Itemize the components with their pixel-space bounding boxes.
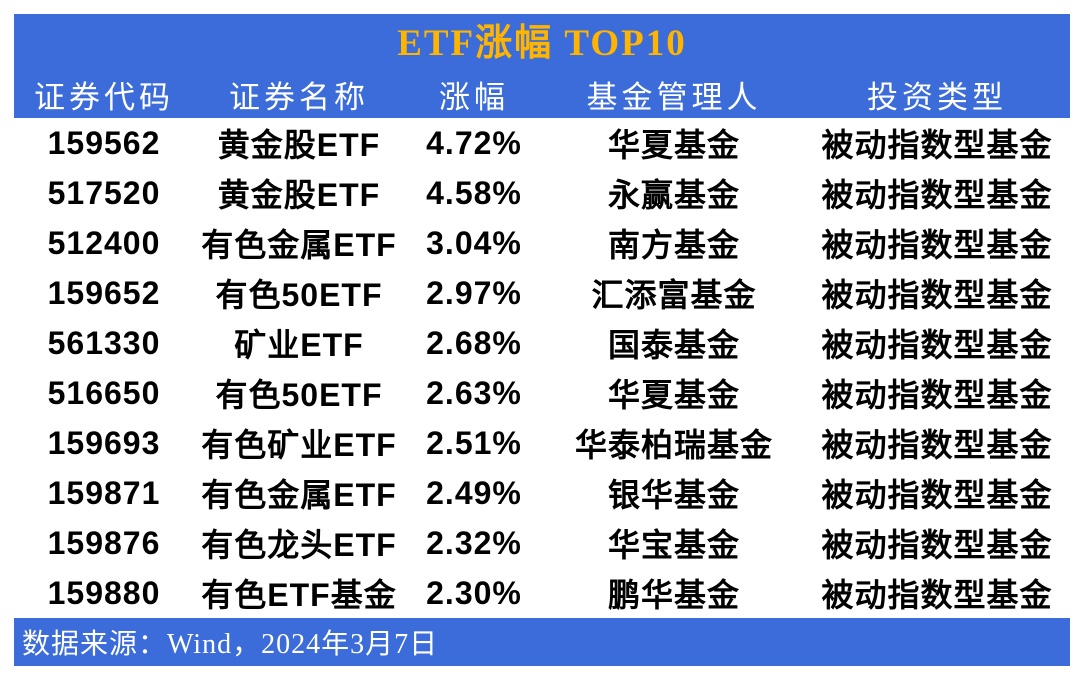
cell-name: 有色金属ETF xyxy=(201,477,397,513)
cell-code: 512400 xyxy=(47,224,161,261)
table-row: 517520 黄金股ETF 4.58% 永赢基金 被动指数型基金 xyxy=(14,168,1070,218)
table-row: 159880 有色ETF基金 2.30% 鹏华基金 被动指数型基金 xyxy=(14,568,1070,618)
cell-code: 516650 xyxy=(47,374,161,411)
cell-change: 2.49% xyxy=(426,474,522,511)
cell-name: 有色50ETF xyxy=(215,377,383,413)
cell-code: 159880 xyxy=(47,574,161,611)
cell-change: 4.58% xyxy=(426,174,522,211)
data-source-text: 数据来源：Wind，2024年3月7日 xyxy=(22,629,439,660)
column-header-name: 证券名称 xyxy=(229,79,369,115)
cell-manager: 华夏基金 xyxy=(607,377,740,413)
cell-change: 2.97% xyxy=(426,274,522,311)
cell-type: 被动指数型基金 xyxy=(821,277,1053,313)
cell-code: 159876 xyxy=(47,524,161,561)
table-row: 512400 有色金属ETF 3.04% 南方基金 被动指数型基金 xyxy=(14,218,1070,268)
cell-change: 4.72% xyxy=(426,124,522,161)
table-row: 159693 有色矿业ETF 2.51% 华泰柏瑞基金 被动指数型基金 xyxy=(14,418,1070,468)
table-row: 159871 有色金属ETF 2.49% 银华基金 被动指数型基金 xyxy=(14,468,1070,518)
cell-code: 561330 xyxy=(47,324,161,361)
cell-type: 被动指数型基金 xyxy=(821,577,1053,613)
cell-type: 被动指数型基金 xyxy=(821,377,1053,413)
cell-name: 有色ETF基金 xyxy=(201,577,397,613)
table-row: 159876 有色龙头ETF 2.32% 华宝基金 被动指数型基金 xyxy=(14,518,1070,568)
cell-manager: 华泰柏瑞基金 xyxy=(574,427,773,463)
page-title: ETF涨幅 TOP10 xyxy=(397,23,687,64)
cell-code: 159693 xyxy=(47,424,161,461)
cell-name: 黄金股ETF xyxy=(217,127,381,163)
cell-name: 有色龙头ETF xyxy=(201,527,397,563)
cell-code: 159562 xyxy=(47,124,161,161)
cell-manager: 永赢基金 xyxy=(607,177,740,213)
cell-change: 2.63% xyxy=(426,374,522,411)
cell-type: 被动指数型基金 xyxy=(821,427,1053,463)
cell-name: 有色金属ETF xyxy=(201,227,397,263)
table-row: 516650 有色50ETF 2.63% 华夏基金 被动指数型基金 xyxy=(14,368,1070,418)
cell-manager: 银华基金 xyxy=(607,477,740,513)
cell-type: 被动指数型基金 xyxy=(821,227,1053,263)
cell-code: 159652 xyxy=(47,274,161,311)
cell-name: 黄金股ETF xyxy=(217,177,381,213)
column-header-change: 涨幅 xyxy=(439,79,509,115)
table-row: 159652 有色50ETF 2.97% 汇添富基金 被动指数型基金 xyxy=(14,268,1070,318)
cell-type: 被动指数型基金 xyxy=(821,527,1053,563)
cell-change: 2.30% xyxy=(426,574,522,611)
cell-type: 被动指数型基金 xyxy=(821,477,1053,513)
cell-change: 2.32% xyxy=(426,524,522,561)
cell-name: 有色50ETF xyxy=(215,277,383,313)
cell-manager: 华夏基金 xyxy=(607,127,740,163)
table-header-block: ETF涨幅 TOP10 证券代码 证券名称 涨幅 基金管理人 投资类型 xyxy=(14,14,1070,118)
column-header-type: 投资类型 xyxy=(867,79,1007,115)
table-row: 561330 矿业ETF 2.68% 国泰基金 被动指数型基金 xyxy=(14,318,1070,368)
table-row: 159562 黄金股ETF 4.72% 华夏基金 被动指数型基金 xyxy=(14,118,1070,168)
cell-change: 3.04% xyxy=(426,224,522,261)
source-footer-bar: 数据来源：Wind，2024年3月7日 xyxy=(14,618,1070,666)
cell-manager: 国泰基金 xyxy=(607,327,740,363)
cell-name: 矿业ETF xyxy=(234,327,364,363)
cell-manager: 汇添富基金 xyxy=(591,277,757,313)
table-body: 159562 黄金股ETF 4.72% 华夏基金 被动指数型基金 517520 黄金股ETF… xyxy=(14,118,1070,618)
cell-type: 被动指数型基金 xyxy=(821,177,1053,213)
cell-type: 被动指数型基金 xyxy=(821,127,1053,163)
cell-manager: 鹏华基金 xyxy=(607,577,740,613)
cell-change: 2.68% xyxy=(426,324,522,361)
column-header-row: 证券代码 证券名称 涨幅 基金管理人 投资类型 xyxy=(14,70,1070,118)
cell-change: 2.51% xyxy=(426,424,522,461)
cell-name: 有色矿业ETF xyxy=(201,427,397,463)
cell-code: 159871 xyxy=(47,474,161,511)
cell-manager: 南方基金 xyxy=(607,227,740,263)
column-header-code: 证券代码 xyxy=(34,79,174,115)
column-header-manager: 基金管理人 xyxy=(586,79,762,115)
cell-code: 517520 xyxy=(47,174,161,211)
cell-type: 被动指数型基金 xyxy=(821,327,1053,363)
cell-manager: 华宝基金 xyxy=(607,527,740,563)
